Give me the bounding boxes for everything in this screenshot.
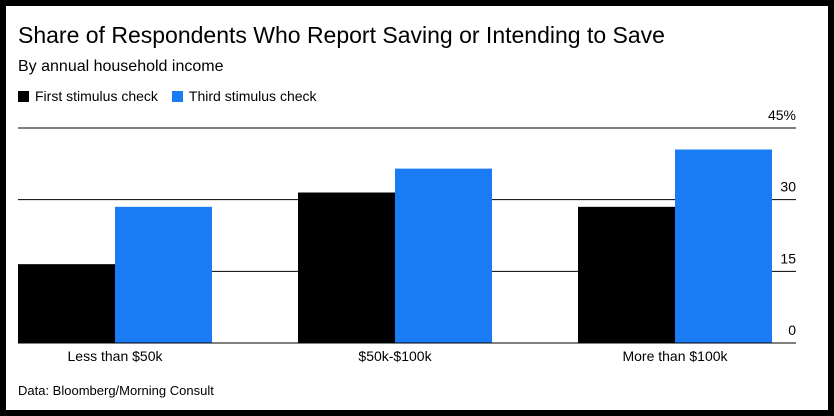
bar-first-2 — [578, 206, 675, 343]
legend-item-first: First stimulus check — [18, 88, 158, 104]
y-tick-label-0: 0 — [788, 322, 796, 338]
legend-swatch-first — [18, 90, 29, 102]
source-note: Data: Bloomberg/Morning Consult — [18, 383, 214, 398]
bar-third-0 — [115, 206, 212, 343]
x-tick-label-2: More than $100k — [622, 348, 728, 364]
y-tick-label-15: 15 — [780, 250, 796, 266]
legend-swatch-third — [171, 90, 183, 102]
chart-legend: First stimulus check Third stimulus chec… — [18, 88, 331, 104]
bar-first-1 — [298, 192, 395, 343]
y-tick-label-45: 45% — [768, 107, 796, 123]
chart-title: Share of Respondents Who Report Saving o… — [18, 22, 665, 48]
y-tick-label-30: 30 — [780, 179, 796, 195]
legend-label-third: Third stimulus check — [188, 88, 317, 104]
x-tick-label-0: Less than $50k — [68, 348, 164, 364]
x-tick-label-1: $50k-$100k — [358, 348, 432, 364]
bar-third-1 — [395, 168, 492, 343]
legend-label-first: First stimulus check — [35, 88, 158, 104]
chart-subtitle: By annual household income — [18, 58, 224, 75]
bar-third-2 — [675, 149, 772, 343]
legend-item-third: Third stimulus check — [171, 88, 317, 104]
bar-first-0 — [18, 264, 115, 343]
